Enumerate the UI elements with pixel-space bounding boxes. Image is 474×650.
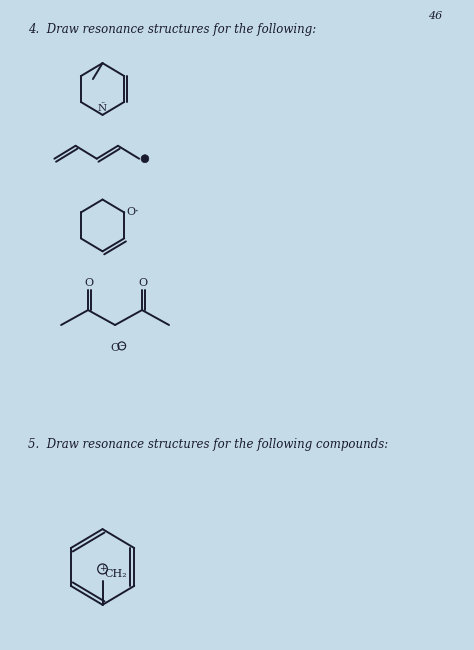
Text: O: O	[84, 278, 94, 288]
Text: 4.  Draw resonance structures for the following:: 4. Draw resonance structures for the fol…	[28, 23, 317, 36]
Text: ··: ··	[100, 99, 105, 107]
Text: 5.  Draw resonance structures for the following compounds:: 5. Draw resonance structures for the fol…	[28, 437, 389, 450]
Text: O: O	[138, 278, 147, 288]
Text: CH₂: CH₂	[104, 569, 127, 579]
Text: +: +	[99, 564, 106, 573]
Circle shape	[141, 155, 149, 162]
Text: 46: 46	[428, 11, 443, 21]
Text: N: N	[98, 104, 107, 113]
Text: −: −	[119, 343, 125, 349]
Text: O: O	[110, 343, 119, 353]
Text: O·: O·	[126, 207, 139, 218]
